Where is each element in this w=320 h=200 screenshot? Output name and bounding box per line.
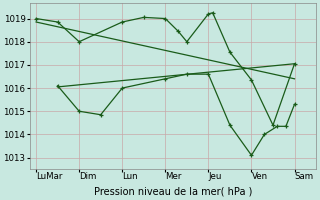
X-axis label: Pression niveau de la mer( hPa ): Pression niveau de la mer( hPa ): [94, 187, 252, 197]
